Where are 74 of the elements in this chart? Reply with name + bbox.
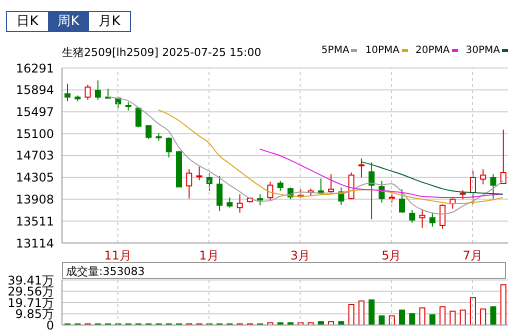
text: 成交量:353083 [62, 262, 506, 279]
bar [500, 284, 506, 325]
line-series [158, 109, 504, 204]
x-tick-label: 7月 [462, 248, 482, 263]
candlestick [135, 106, 142, 128]
candlestick [166, 136, 172, 158]
bar [480, 308, 486, 325]
candlestick [64, 83, 70, 102]
y-tick-label: 15894 [16, 83, 54, 98]
text: 周K [48, 12, 89, 31]
bar [409, 313, 416, 325]
bar [308, 322, 314, 325]
legend-label: 10PMA [365, 45, 401, 56]
y-tick-label: 39.41万 [8, 273, 54, 288]
candlestick [277, 180, 284, 192]
x-tick-label: 3月 [290, 248, 310, 263]
bar [318, 321, 324, 325]
bar [267, 322, 274, 325]
candlestick [409, 210, 416, 224]
bar [328, 321, 334, 325]
candlestick [84, 84, 91, 100]
candlestick [94, 80, 101, 100]
bar [450, 310, 456, 325]
candlestick [257, 194, 264, 206]
y-tick-label: 14305 [16, 170, 54, 185]
candlestick [490, 174, 496, 200]
bar [490, 306, 496, 325]
bar [348, 304, 354, 325]
candlestick [500, 129, 506, 184]
candlestick [480, 168, 486, 185]
candlestick [236, 194, 243, 214]
y-tick-label: 16291 [16, 61, 54, 76]
candlestick [440, 204, 446, 230]
legend-label: 20PMA [416, 45, 451, 56]
candlestick [186, 168, 192, 200]
candlestick [267, 181, 274, 200]
y-tick-label: 13511 [16, 214, 54, 228]
candlestick [226, 197, 233, 208]
bar [338, 321, 344, 325]
y-tick-label: 15100 [16, 126, 54, 141]
bar [368, 299, 375, 325]
bar [460, 310, 466, 325]
candlestick [196, 166, 202, 181]
candlestick [368, 162, 375, 220]
line-series [360, 161, 504, 195]
text: 月K [89, 12, 130, 31]
y-tick-label: 15497 [16, 104, 54, 119]
y-tick-label: 13908 [16, 192, 54, 207]
bar [277, 322, 284, 325]
candlestick [419, 210, 426, 228]
x-tick-label: 1月 [199, 248, 219, 263]
candlestick [146, 125, 152, 140]
bar [378, 315, 385, 325]
candlestick [216, 175, 223, 212]
legend-label: 30PMA [466, 45, 501, 56]
bar [470, 297, 476, 325]
chart-title: 生猪2509[lh2509] 2025-07-25 15:00 [62, 45, 262, 60]
candlestick [328, 174, 334, 194]
y-tick-label: 14703 [16, 148, 54, 163]
legend-label: 5PMA [321, 45, 350, 56]
text: 日K [7, 12, 48, 31]
bar [358, 300, 364, 325]
bar [419, 307, 426, 325]
bar [429, 314, 436, 325]
candlestick [399, 188, 405, 214]
bar [399, 310, 405, 325]
candlestick [429, 212, 436, 228]
x-tick-label: 5月 [382, 248, 402, 263]
y-tick-label: 13114 [16, 236, 54, 250]
x-tick-label: 11月 [104, 248, 132, 263]
bar [288, 322, 294, 325]
candlestick [460, 190, 466, 200]
candlestick [358, 158, 364, 178]
bar [440, 306, 446, 325]
